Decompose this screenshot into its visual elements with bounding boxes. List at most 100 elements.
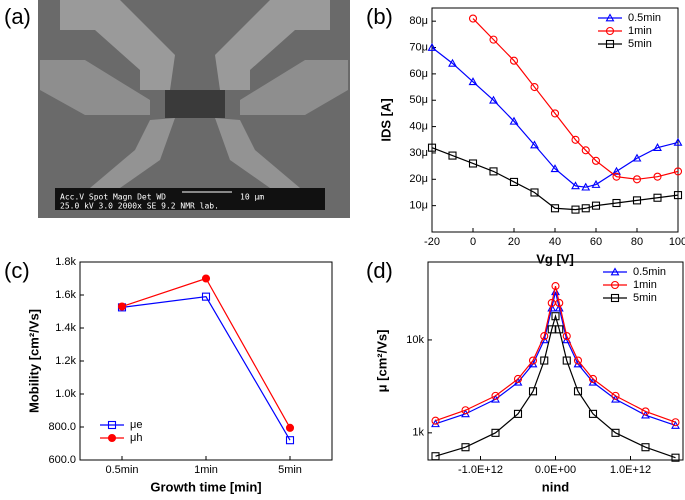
legend-marker [605,26,615,36]
series-line [121,277,291,429]
y-tick-label: 1.6k [55,289,76,301]
legend-label: 0.5min [628,12,661,24]
data-point [611,428,620,437]
data-point [201,274,211,283]
data-point [653,172,662,181]
data-point [509,116,519,125]
y-tick-label: 20μ [409,173,428,185]
plot-frame [79,261,333,461]
data-point [528,356,538,365]
x-tick-label: 80 [631,236,643,248]
y-tick-label: 70μ [409,41,428,53]
data-point [489,95,498,104]
x-axis-label: Vg [V] [536,251,574,266]
x-axis-label: Growth time [min] [150,479,261,494]
data-point [671,418,680,427]
data-point [513,374,523,384]
data-point [632,196,642,205]
data-point [550,204,560,213]
data-point [632,153,642,162]
y-tick-label: 600.0 [48,454,76,466]
data-point [671,453,680,462]
data-point [540,356,549,365]
y-tick-label: 10k [406,334,424,346]
panel-label: (b) [366,4,393,29]
data-point [468,14,478,23]
data-point [285,436,295,445]
x-tick-label: 1.0E+12 [610,464,651,476]
data-point [591,201,601,210]
sem-image [38,0,350,218]
x-tick-label: 20 [508,236,520,248]
legend-label: 5min [628,38,652,50]
x-tick-label: 5min [278,464,302,476]
data-point [581,182,591,191]
data-point [612,172,621,181]
data-point [632,175,642,184]
series-line [435,291,676,427]
data-point [571,135,580,144]
y-tick-label: 1k [412,427,424,439]
x-tick-label: 100 [669,236,685,248]
y-tick-label: 1.8k [55,256,76,268]
y-tick-label: 10μ [409,200,428,212]
series-line [435,285,676,423]
data-point [641,443,650,452]
y-axis-label: IDS [A] [378,98,393,141]
y-tick-label: 60μ [409,68,428,80]
series-line [121,296,291,441]
data-point [491,428,500,437]
data-point [641,407,650,416]
x-tick-label: 0 [470,236,476,248]
data-point [571,205,580,214]
legend-label: 5min [633,292,657,304]
legend-marker [107,433,117,443]
data-point [673,137,683,146]
x-axis-label: nind [542,479,569,494]
legend-label: 0.5min [633,266,666,278]
x-tick-label: 0.5min [105,464,138,476]
data-point [562,332,571,341]
data-point [588,409,598,418]
x-tick-label: 40 [549,236,561,248]
y-tick-label: 40μ [409,120,428,132]
y-axis-label: Mobility [cm²/Vs] [26,309,41,413]
data-point [573,356,583,365]
data-point [285,423,295,432]
x-tick-label: -20 [424,236,440,248]
data-point [461,443,470,452]
data-point [573,387,583,396]
legend-label: 1min [628,25,652,37]
y-tick-label: 80μ [409,15,428,27]
legend-marker [610,267,620,276]
data-point [581,146,590,155]
data-point [431,416,440,425]
data-point [427,42,437,51]
y-tick-label: 1.4k [55,322,76,334]
data-point [611,391,620,400]
data-point [551,282,560,291]
legend-marker [107,420,117,430]
data-point [550,109,560,118]
legend-marker [610,280,620,290]
y-tick-label: 1.0k [55,388,76,400]
data-point [489,167,498,176]
x-tick-label: 0.0E+00 [535,464,576,476]
data-point [509,177,519,186]
data-point [509,56,519,65]
data-point [513,409,523,418]
data-point [588,374,598,384]
data-point [448,58,457,67]
data-point [491,391,500,400]
data-point [468,159,478,168]
data-point [431,452,440,461]
legend-label: μh [130,432,142,444]
data-point [612,198,621,208]
panel-label: (d) [366,258,393,283]
x-tick-label: -1.0E+12 [458,464,503,476]
y-tick-label: 50μ [409,94,428,106]
y-tick-label: 30μ [409,147,428,159]
data-point [448,151,457,160]
data-point [591,156,601,165]
